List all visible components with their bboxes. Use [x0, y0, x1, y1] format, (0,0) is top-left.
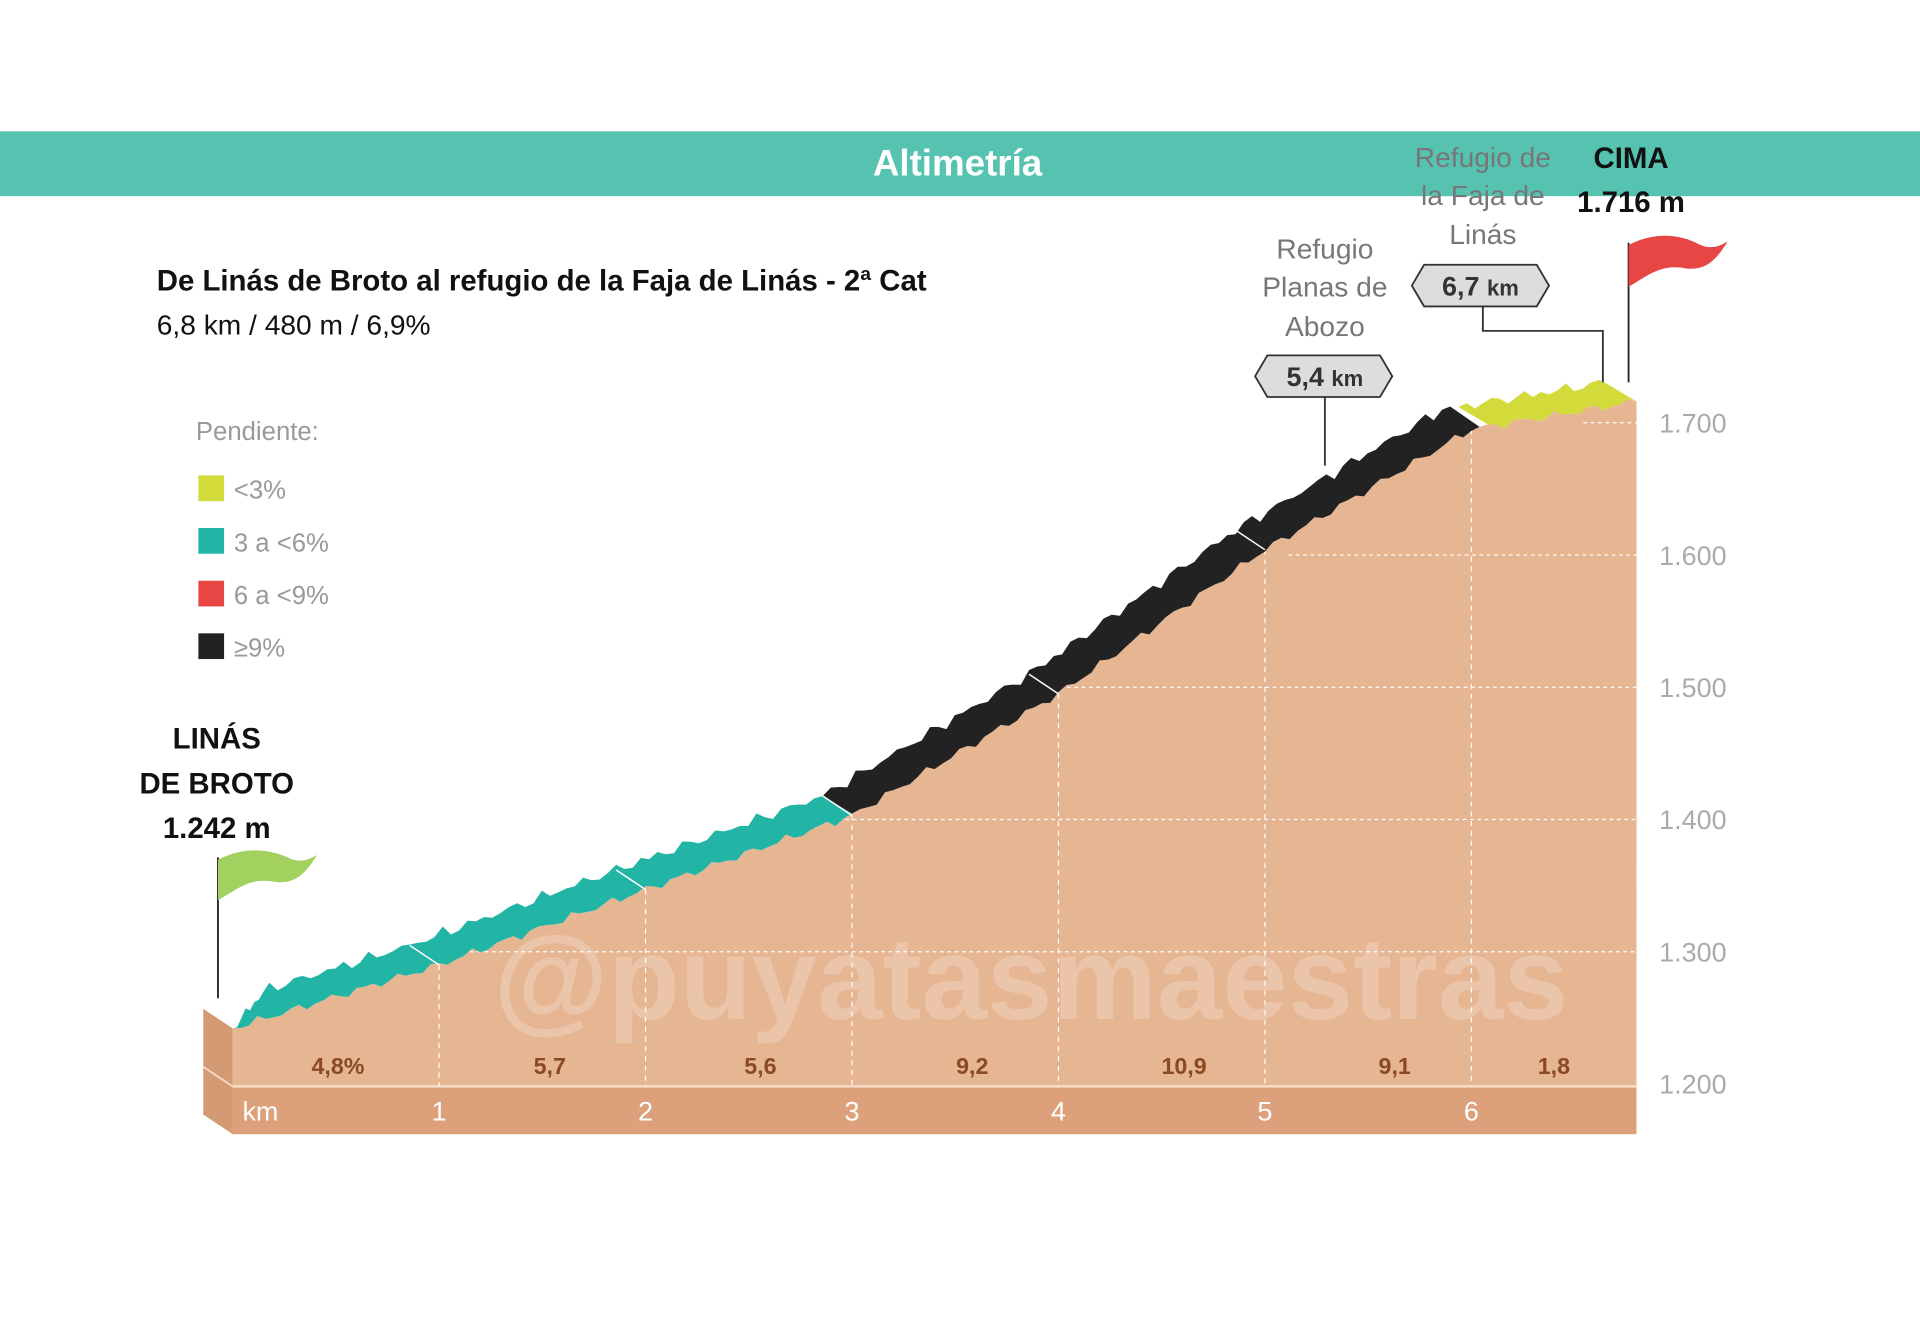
profile-area	[232, 399, 1637, 1135]
gradient-label: 9,2	[956, 1053, 988, 1079]
x-tick-label: 4	[1051, 1097, 1066, 1127]
gradient-segment-band	[1458, 379, 1637, 429]
legend-swatch	[198, 580, 225, 607]
legend-label: 6 a <9%	[234, 582, 329, 610]
x-tick-label: 5	[1257, 1097, 1272, 1127]
legend-swatch	[198, 475, 225, 502]
x-axis-label: km	[242, 1097, 278, 1127]
waypoint-name: Refugio de	[1415, 142, 1551, 173]
waypoint-km-badge: 5,4 km	[1287, 362, 1364, 392]
gradient-label: 4,8%	[311, 1053, 364, 1079]
legend: Pendiente: <3% 3 a <6% 6 a <9% ≥9%	[196, 418, 329, 663]
watermark: @puyatasmaestras	[493, 913, 1568, 1044]
y-tick-label: 1.500	[1659, 673, 1726, 703]
legend-label: <3%	[234, 477, 286, 505]
legend-label: ≥9%	[234, 635, 285, 663]
legend-title: Pendiente:	[196, 418, 319, 446]
start-altitude: 1.242 m	[163, 812, 271, 845]
x-tick-label: 3	[845, 1097, 860, 1127]
profile-side-face	[203, 1008, 233, 1135]
gradient-label: 1,8	[1538, 1053, 1570, 1079]
km-axis-strip	[232, 1086, 1637, 1135]
gradient-segment-band	[232, 796, 852, 1029]
start-name-line2: DE BROTO	[139, 768, 294, 801]
header-bar	[0, 131, 1920, 197]
legend-swatch	[198, 528, 225, 554]
waypoint-refugio-planas: Refugio Planas de Abozo 5,4 km	[1254, 234, 1394, 466]
y-tick-label: 1.200	[1659, 1070, 1726, 1100]
climb-title: De Linás de Broto al refugio de la Faja …	[157, 264, 927, 297]
y-tick-label: 1.300	[1659, 938, 1726, 968]
legend-label: 3 a <6%	[234, 529, 329, 557]
gradient-label: 9,1	[1379, 1053, 1411, 1079]
y-tick-label: 1.700	[1659, 409, 1726, 439]
waypoint-name: Abozo	[1285, 311, 1365, 342]
x-tick-label: 2	[638, 1097, 653, 1127]
gradient-label: 10,9	[1161, 1053, 1206, 1079]
waypoint-km-badge: 6,7 km	[1442, 271, 1519, 301]
waypoint-name: Linás	[1449, 219, 1516, 250]
waypoint-name: Refugio	[1276, 234, 1373, 265]
x-tick-label: 6	[1464, 1097, 1479, 1127]
start-flag-icon	[217, 850, 318, 999]
climb-stats: 6,8 km / 480 m / 6,9%	[157, 310, 431, 341]
y-tick-label: 1.600	[1659, 541, 1726, 571]
x-tick-label: 1	[432, 1097, 447, 1127]
y-tick-label: 1.400	[1659, 805, 1726, 835]
gradient-label: 5,6	[744, 1053, 776, 1079]
summit-altitude: 1.716 m	[1577, 186, 1685, 219]
waypoint-name: la Faja de	[1421, 180, 1545, 211]
gradient-label: 5,7	[534, 1053, 566, 1079]
gradient-segment-band	[822, 406, 1480, 814]
waypoint-name: Planas de	[1262, 272, 1387, 303]
summit-label: CIMA	[1593, 142, 1668, 175]
start-name-line1: LINÁS	[173, 721, 261, 755]
header-title: Altimetría	[873, 142, 1043, 183]
summit-flag-icon	[1627, 235, 1728, 383]
waypoint-refugio-faja: Refugio de la Faja de Linás 6,7 km	[1410, 142, 1604, 383]
legend-swatch	[198, 633, 225, 660]
